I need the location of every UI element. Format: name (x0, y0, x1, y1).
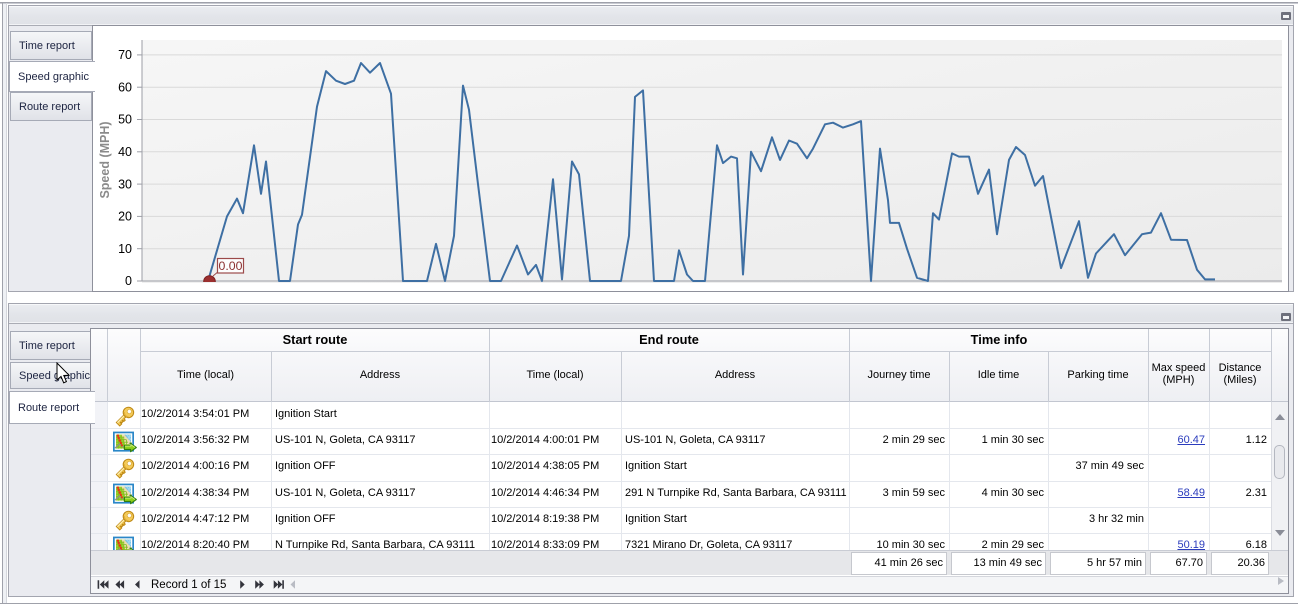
svg-text:50: 50 (118, 113, 132, 127)
svg-text:30: 30 (118, 178, 132, 192)
svg-text:40: 40 (118, 145, 132, 159)
svg-text:20: 20 (118, 210, 132, 224)
svg-text:0.00: 0.00 (219, 259, 243, 273)
svg-text:Speed (MPH): Speed (MPH) (98, 121, 112, 198)
svg-text:70: 70 (118, 48, 132, 62)
svg-text:0: 0 (125, 274, 132, 288)
svg-text:10: 10 (118, 242, 132, 256)
svg-text:60: 60 (118, 81, 132, 95)
